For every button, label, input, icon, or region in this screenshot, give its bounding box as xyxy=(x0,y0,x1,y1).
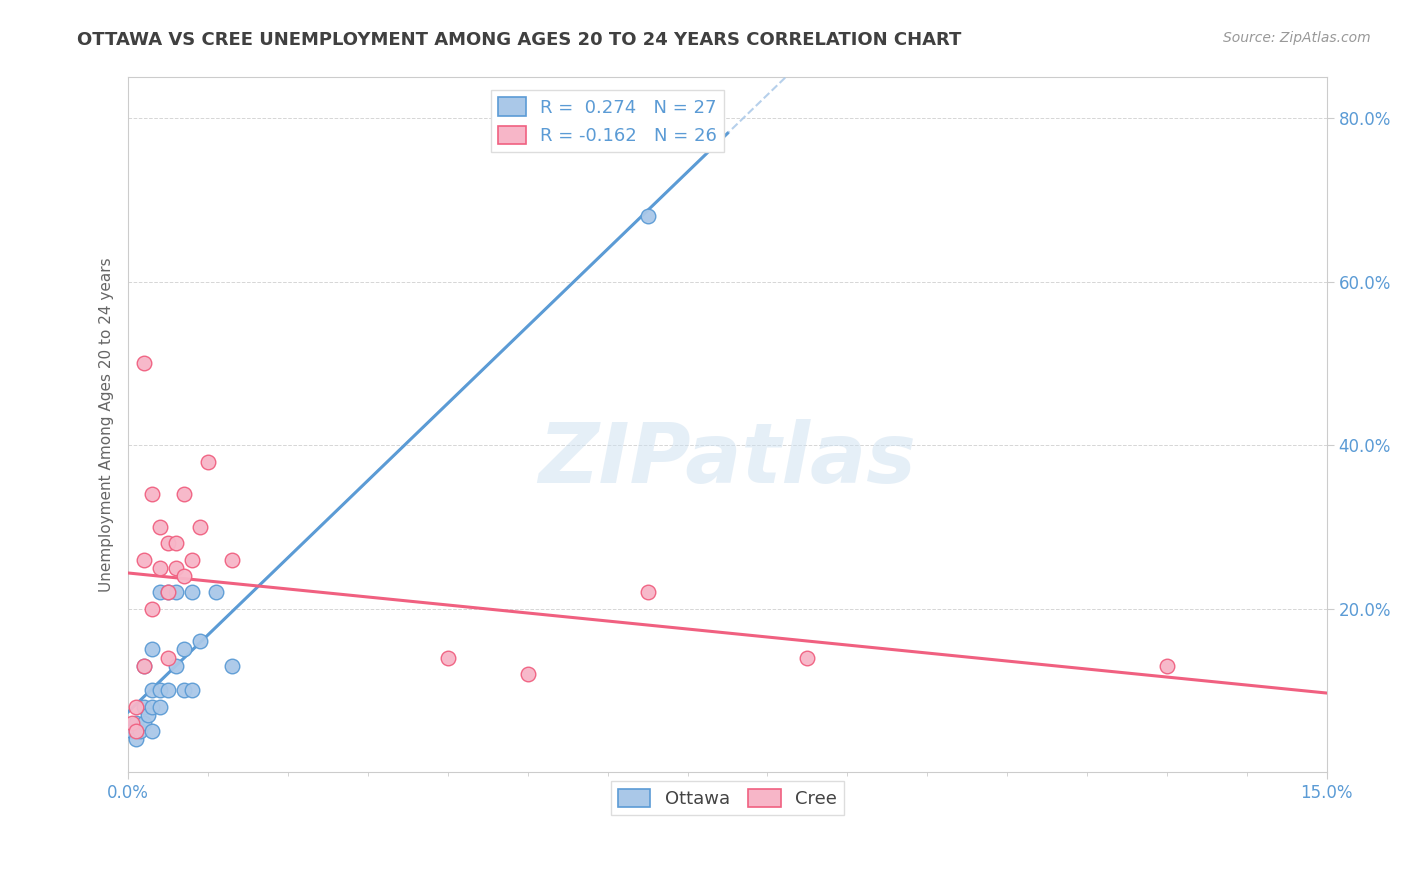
Point xyxy=(796,650,818,665)
Point xyxy=(129,724,152,739)
Point xyxy=(173,487,195,501)
Point xyxy=(157,536,180,550)
Point xyxy=(188,634,211,648)
Point xyxy=(125,699,148,714)
Point xyxy=(188,520,211,534)
Point xyxy=(149,683,172,698)
Point xyxy=(221,658,243,673)
Point xyxy=(173,683,195,698)
Text: ZIPatlas: ZIPatlas xyxy=(538,419,917,500)
Point xyxy=(637,585,659,599)
Point xyxy=(181,585,204,599)
Point xyxy=(165,658,187,673)
Point xyxy=(165,561,187,575)
Point xyxy=(121,716,143,731)
Text: Source: ZipAtlas.com: Source: ZipAtlas.com xyxy=(1223,31,1371,45)
Point xyxy=(136,707,159,722)
Y-axis label: Unemployment Among Ages 20 to 24 years: Unemployment Among Ages 20 to 24 years xyxy=(100,258,114,592)
Point xyxy=(197,454,219,468)
Point xyxy=(125,732,148,747)
Point xyxy=(141,683,163,698)
Point xyxy=(516,667,538,681)
Point xyxy=(149,520,172,534)
Point xyxy=(125,716,148,731)
Point xyxy=(437,650,460,665)
Point xyxy=(173,569,195,583)
Point xyxy=(121,724,143,739)
Point xyxy=(134,716,156,731)
Point xyxy=(165,536,187,550)
Point xyxy=(173,642,195,657)
Point xyxy=(141,699,163,714)
Point xyxy=(181,552,204,566)
Point xyxy=(134,658,156,673)
Point xyxy=(637,210,659,224)
Point xyxy=(149,585,172,599)
Point xyxy=(134,356,156,370)
Point xyxy=(157,585,180,599)
Text: OTTAWA VS CREE UNEMPLOYMENT AMONG AGES 20 TO 24 YEARS CORRELATION CHART: OTTAWA VS CREE UNEMPLOYMENT AMONG AGES 2… xyxy=(77,31,962,49)
Point xyxy=(157,650,180,665)
Point xyxy=(1156,658,1178,673)
Point xyxy=(149,561,172,575)
Point xyxy=(205,585,228,599)
Point xyxy=(181,683,204,698)
Point xyxy=(125,724,148,739)
Legend: Ottawa, Cree: Ottawa, Cree xyxy=(610,781,844,815)
Point xyxy=(134,552,156,566)
Point xyxy=(141,724,163,739)
Point xyxy=(141,601,163,615)
Point xyxy=(141,487,163,501)
Point xyxy=(165,585,187,599)
Point xyxy=(157,683,180,698)
Point xyxy=(221,552,243,566)
Point xyxy=(141,642,163,657)
Point xyxy=(149,699,172,714)
Point xyxy=(157,585,180,599)
Point xyxy=(134,658,156,673)
Point xyxy=(134,699,156,714)
